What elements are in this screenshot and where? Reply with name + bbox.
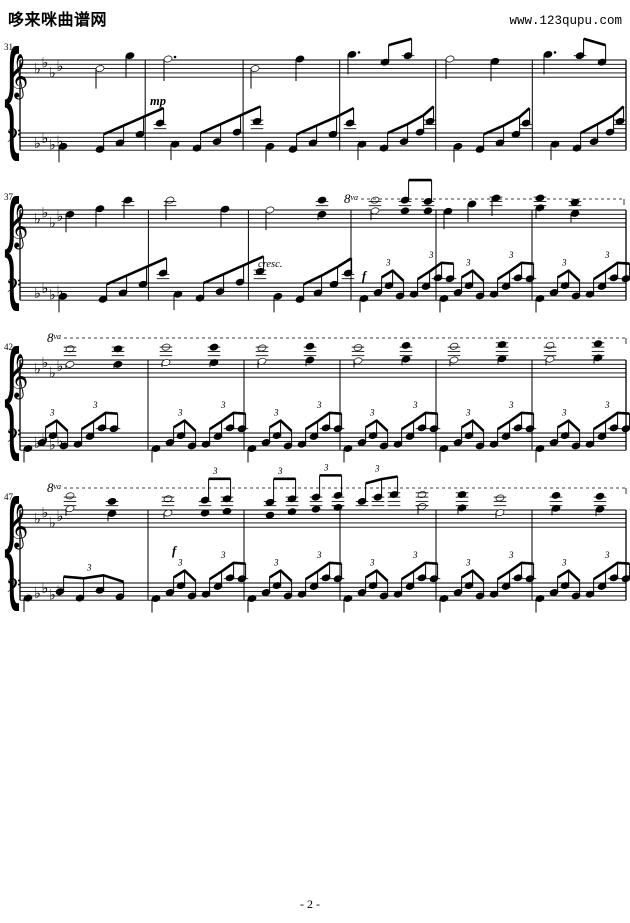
svg-text:3: 3	[604, 250, 610, 260]
svg-text:3: 3	[412, 400, 418, 410]
svg-text:♭: ♭	[34, 212, 41, 228]
svg-text:𝄢: 𝄢	[6, 575, 21, 601]
svg-text:3: 3	[220, 550, 226, 560]
svg-text:♭: ♭	[49, 137, 56, 153]
svg-text:♭: ♭	[34, 586, 41, 602]
svg-text:3: 3	[220, 400, 226, 410]
svg-text:3: 3	[316, 550, 322, 560]
svg-text:♭: ♭	[42, 206, 49, 222]
svg-text:♭: ♭	[49, 516, 56, 532]
svg-text:♭: ♭	[49, 366, 56, 382]
svg-text:♭: ♭	[57, 59, 64, 75]
svg-text:𝄞: 𝄞	[6, 205, 28, 250]
svg-text:♭: ♭	[42, 581, 49, 597]
svg-text:𝄢: 𝄢	[6, 425, 21, 451]
svg-text:31: 31	[4, 42, 13, 52]
svg-text:𝄞: 𝄞	[6, 55, 28, 100]
svg-text:3: 3	[212, 466, 218, 476]
svg-text:47: 47	[4, 492, 14, 502]
svg-text:♭: ♭	[42, 356, 49, 372]
svg-text:♭: ♭	[42, 131, 49, 147]
svg-text:3: 3	[273, 408, 279, 418]
svg-text:3: 3	[323, 462, 329, 472]
svg-text:3: 3	[465, 258, 471, 268]
svg-text:♭: ♭	[34, 62, 41, 78]
svg-text:3: 3	[277, 466, 283, 476]
svg-text:37: 37	[4, 192, 14, 202]
svg-text:mp: mp	[150, 94, 166, 108]
svg-text:♭: ♭	[49, 216, 56, 232]
svg-text:♭: ♭	[42, 281, 49, 297]
svg-text:f: f	[362, 269, 368, 283]
svg-text:♭: ♭	[57, 359, 64, 375]
svg-text:𝄢: 𝄢	[6, 125, 21, 151]
svg-text:𝄞: 𝄞	[6, 505, 28, 550]
svg-text:3: 3	[385, 258, 391, 268]
svg-text:♭: ♭	[57, 509, 64, 525]
svg-text:♭: ♭	[34, 362, 41, 378]
svg-text:♭: ♭	[34, 286, 41, 302]
svg-text:8va: 8va	[47, 480, 61, 495]
svg-text:♭: ♭	[49, 66, 56, 82]
svg-text:3: 3	[508, 550, 514, 560]
svg-text:3: 3	[561, 408, 567, 418]
svg-text:3: 3	[316, 400, 322, 410]
svg-text:42: 42	[4, 342, 13, 352]
svg-text:3: 3	[369, 558, 375, 568]
svg-text:3: 3	[428, 250, 434, 260]
svg-text:3: 3	[49, 408, 55, 418]
svg-text:8va: 8va	[47, 330, 61, 345]
svg-text:𝄞: 𝄞	[6, 355, 28, 400]
svg-text:3: 3	[561, 558, 567, 568]
svg-text:f: f	[172, 544, 178, 558]
svg-text:♭: ♭	[49, 287, 56, 303]
svg-text:3: 3	[465, 558, 471, 568]
svg-text:♭: ♭	[42, 506, 49, 522]
svg-text:♭: ♭	[57, 209, 64, 225]
svg-text:8va: 8va	[344, 191, 358, 206]
svg-text:♭: ♭	[49, 587, 56, 603]
svg-text:3: 3	[374, 464, 380, 474]
svg-text:3: 3	[508, 250, 514, 260]
svg-text:♭: ♭	[34, 136, 41, 152]
svg-text:3: 3	[604, 400, 610, 410]
svg-text:3: 3	[86, 562, 92, 572]
svg-text:3: 3	[369, 408, 375, 418]
svg-text:3: 3	[604, 550, 610, 560]
svg-text:♭: ♭	[34, 512, 41, 528]
svg-text:3: 3	[465, 408, 471, 418]
svg-text:3: 3	[92, 400, 98, 410]
svg-text:♭: ♭	[49, 437, 56, 453]
svg-text:3: 3	[508, 400, 514, 410]
svg-text:𝄢: 𝄢	[6, 275, 21, 301]
svg-text:3: 3	[177, 558, 183, 568]
svg-text:3: 3	[561, 258, 567, 268]
svg-text:♭: ♭	[42, 56, 49, 72]
svg-text:3: 3	[412, 550, 418, 560]
svg-text:3: 3	[177, 408, 183, 418]
svg-text:3: 3	[273, 558, 279, 568]
